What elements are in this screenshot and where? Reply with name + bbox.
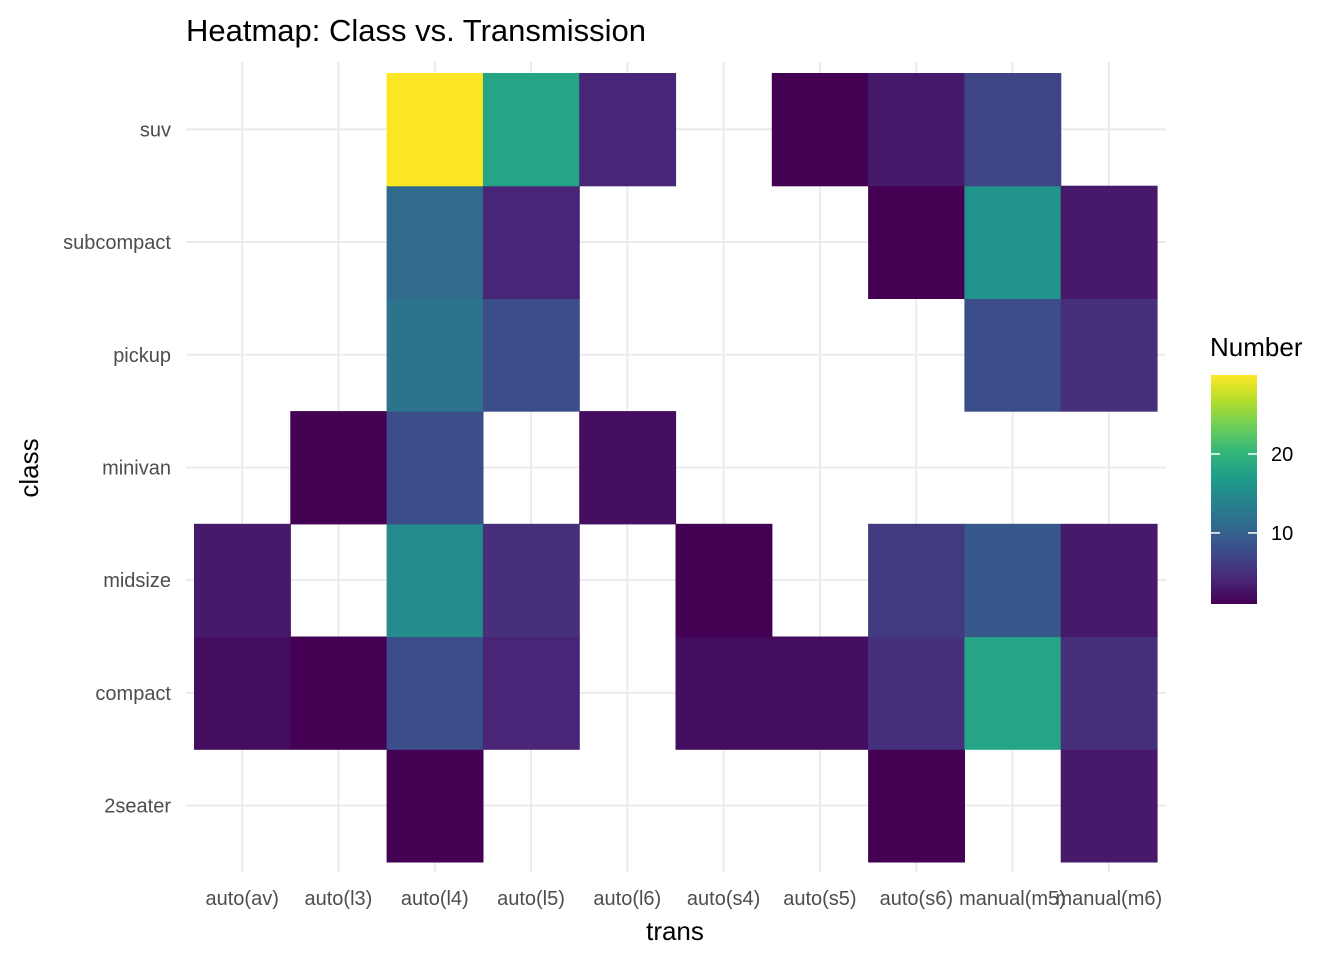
x-axis-title: trans xyxy=(646,916,704,946)
x-tick-label: manual(m6) xyxy=(1055,888,1162,910)
heatmap-cell xyxy=(868,73,965,187)
heatmap-cell xyxy=(771,73,869,187)
heatmap-cell xyxy=(579,411,677,525)
x-tick-label: auto(l3) xyxy=(304,888,372,910)
legend-tick-label: 20 xyxy=(1271,444,1293,466)
heatmap-cell xyxy=(386,73,484,187)
x-tick-label: auto(av) xyxy=(206,888,279,910)
heatmap-cells xyxy=(194,73,1158,863)
y-tick-label: minivan xyxy=(102,457,171,479)
heatmap-cell xyxy=(868,636,965,750)
x-tick-label: auto(s6) xyxy=(880,888,953,910)
x-tick-label: auto(l4) xyxy=(401,888,469,910)
heatmap-cell xyxy=(771,636,869,750)
x-tick-label: manual(m5) xyxy=(959,888,1066,910)
legend-tick-label: 10 xyxy=(1271,523,1293,545)
heatmap-cell xyxy=(868,523,965,638)
heatmap-cell xyxy=(1060,298,1158,412)
heatmap-cell xyxy=(868,749,965,863)
heatmap-cell xyxy=(964,636,1062,750)
heatmap-cell xyxy=(386,411,484,525)
heatmap-cell xyxy=(386,298,484,412)
heatmap-cell xyxy=(1060,523,1158,638)
y-tick-label: midsize xyxy=(103,570,171,592)
heatmap-cell xyxy=(1060,636,1158,750)
y-tick-label: compact xyxy=(95,683,171,705)
heatmap-cell xyxy=(1060,185,1158,299)
heatmap-cell xyxy=(675,523,773,638)
heatmap-cell xyxy=(964,298,1062,412)
legend: Number 10 20 xyxy=(1210,332,1303,604)
y-tick-label: subcompact xyxy=(63,232,171,254)
heatmap-cell xyxy=(386,636,484,750)
heatmap-cell xyxy=(964,185,1062,299)
heatmap-cell xyxy=(290,411,388,525)
heatmap-cell xyxy=(194,523,291,638)
heatmap-cell xyxy=(868,185,965,299)
y-tick-label: pickup xyxy=(113,345,171,367)
heatmap-cell xyxy=(579,73,677,187)
heatmap-cell xyxy=(386,523,484,638)
heatmap-cell xyxy=(482,73,580,187)
heatmap-cell xyxy=(964,73,1062,187)
heatmap-cell xyxy=(675,636,773,750)
y-tick-label: suv xyxy=(140,119,171,141)
x-axis-ticks: auto(av) auto(l3) auto(l4) auto(l5) auto(l6)… xyxy=(206,888,1163,910)
heatmap-cell xyxy=(1060,749,1158,863)
y-axis-ticks: 2seater compact midsize minivan pickup subcom… xyxy=(63,119,171,817)
y-tick-label: 2seater xyxy=(104,796,171,818)
chart-title: Heatmap: Class vs. Transmission xyxy=(186,13,646,48)
heatmap-cell xyxy=(482,636,580,750)
heatmap-cell xyxy=(482,523,580,638)
x-tick-label: auto(s4) xyxy=(687,888,760,910)
heatmap-cell xyxy=(290,636,388,750)
x-tick-label: auto(l5) xyxy=(497,888,565,910)
y-axis-title: class xyxy=(14,438,44,497)
heatmap-cell xyxy=(386,185,484,299)
heatmap-cell xyxy=(482,185,580,299)
legend-title: Number xyxy=(1210,332,1303,362)
heatmap-cell xyxy=(194,636,291,750)
heatmap-cell xyxy=(964,523,1062,638)
heatmap-cell xyxy=(386,749,484,863)
x-tick-label: auto(l6) xyxy=(593,888,661,910)
heatmap-cell xyxy=(482,298,580,412)
x-tick-label: auto(s5) xyxy=(783,888,856,910)
legend-colorbar xyxy=(1211,375,1257,604)
